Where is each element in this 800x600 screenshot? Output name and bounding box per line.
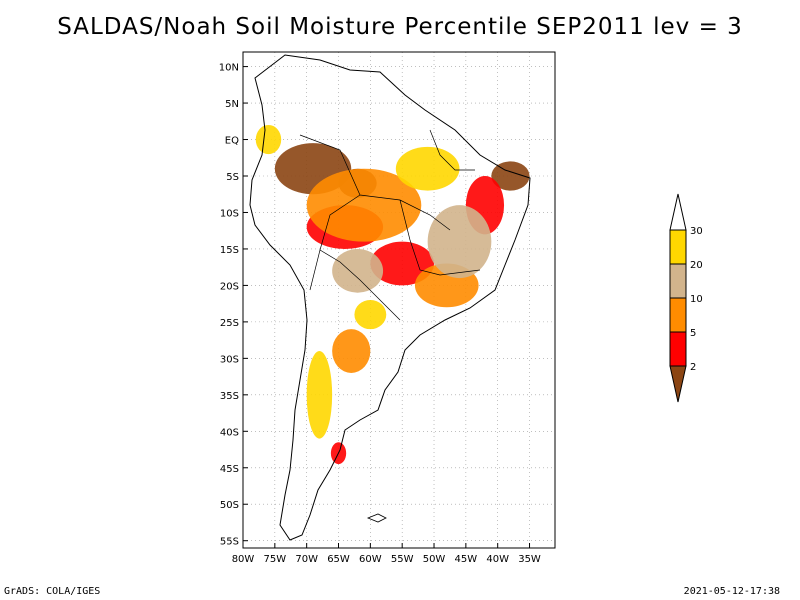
country-borders: [299, 129, 481, 321]
colorbar-segment: [669, 331, 687, 367]
lon-tick-label: 70W: [295, 554, 318, 565]
lat-tick-label: 10S: [220, 208, 239, 219]
colorbar-label: 30: [690, 226, 703, 237]
percentile-region-5-10: [306, 168, 422, 242]
percentile-region-20-30: [255, 124, 282, 155]
percentile-region-20-30: [306, 351, 333, 439]
percentile-region-20-30: [395, 146, 460, 191]
lat-tick-label: EQ: [225, 136, 239, 147]
grads-credit: GrADS: COLA/IGES: [4, 586, 101, 597]
percentile-region-below-2: [491, 161, 530, 191]
colorbar-label: 2: [690, 362, 696, 373]
colorbar-segment: [669, 263, 687, 299]
map-frame: [242, 51, 556, 549]
lat-lon-gridlines: [242, 52, 555, 548]
map-title: SALDAS/Noah Soil Moisture Percentile SEP…: [57, 14, 743, 40]
lat-tick-label: 40S: [220, 427, 239, 438]
lat-tick-label: 30S: [220, 354, 239, 365]
colorbar-label: 5: [690, 328, 696, 339]
lon-tick-label: 45W: [455, 554, 478, 565]
colorbar-upper-arrow: [669, 193, 687, 231]
lon-tick-label: 35W: [518, 554, 541, 565]
axis-tick-labels: 10N 5N EQ 5S 10S 15S 20S 25S 30S 35S 40S 45S 50S 55S 8…: [219, 63, 541, 565]
colorbar-label: 20: [690, 260, 703, 271]
coastlines-and-borders: [249, 54, 531, 541]
colorbar-label: 10: [690, 294, 703, 305]
render-timestamp: 2021-05-12-17:38: [683, 586, 780, 597]
colorbar-segment: [669, 297, 687, 333]
lat-tick-label: 50S: [220, 500, 239, 511]
percentile-region-2-5: [370, 241, 435, 286]
percentile-region-10-20: [427, 205, 492, 279]
lat-tick-label: 25S: [220, 318, 239, 329]
lat-tick-label: 45S: [220, 464, 239, 475]
lat-tick-label: 10N: [219, 63, 239, 74]
falkland-islands: [366, 513, 387, 523]
percentile-region-5-10: [332, 329, 371, 373]
lat-tick-label: 15S: [220, 245, 239, 256]
lat-tick-label: 5S: [226, 172, 239, 183]
lat-tick-label: 20S: [220, 281, 239, 292]
percentile-region-10-20: [332, 248, 384, 293]
lon-tick-label: 60W: [359, 554, 382, 565]
lon-tick-label: 80W: [232, 554, 255, 565]
south-america-coastline: [249, 54, 531, 541]
lon-tick-label: 55W: [391, 554, 414, 565]
colorbar-lower-arrow: [669, 365, 687, 403]
lon-tick-label: 75W: [264, 554, 287, 565]
lat-tick-label: 35S: [220, 391, 239, 402]
percentile-region-20-30: [354, 300, 387, 330]
lon-tick-label: 40W: [486, 554, 509, 565]
percentile-shading: [255, 124, 530, 465]
lon-tick-label: 65W: [327, 554, 350, 565]
colorbar-legend: 30 20 10 5 2: [669, 193, 703, 403]
colorbar-segment: [669, 229, 687, 265]
lat-tick-label: 55S: [220, 537, 239, 548]
lat-tick-label: 5N: [225, 99, 239, 110]
lon-tick-label: 50W: [423, 554, 446, 565]
